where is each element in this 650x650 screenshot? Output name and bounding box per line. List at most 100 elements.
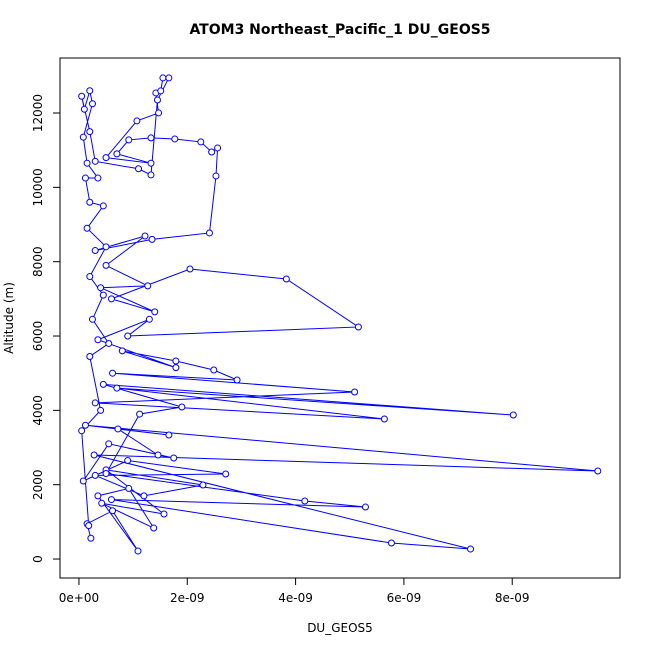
data-point: [170, 454, 178, 462]
data-point: [114, 425, 122, 433]
data-point: [172, 357, 180, 365]
data-point: [165, 431, 173, 439]
data-point: [109, 507, 117, 515]
data-point: [124, 457, 132, 465]
data-point: [102, 261, 110, 269]
data-point: [153, 96, 161, 104]
data-point: [124, 332, 132, 340]
data-point: [467, 545, 475, 553]
data-point: [94, 336, 102, 344]
data-point: [160, 510, 168, 518]
data-point: [81, 174, 89, 182]
x-tick-label: 8e-09: [495, 591, 530, 605]
data-point: [81, 421, 89, 429]
data-point: [91, 157, 99, 165]
data-point: [107, 496, 115, 504]
chart-title: ATOM3 Northeast_Pacific_1 DU_GEOS5: [189, 22, 490, 38]
data-point: [99, 291, 107, 299]
data-point: [88, 100, 96, 108]
data-point: [102, 470, 110, 478]
data-point: [102, 243, 110, 251]
data-point: [186, 265, 194, 273]
data-point: [133, 117, 141, 125]
y-tick-label: 6000: [31, 321, 45, 352]
x-tick-label: 2e-09: [170, 591, 205, 605]
data-point: [197, 138, 205, 146]
data-point: [97, 406, 105, 414]
data-point: [91, 247, 99, 255]
data-point: [85, 522, 93, 530]
data-point: [509, 411, 517, 419]
data-point: [212, 172, 220, 180]
data-point: [210, 366, 218, 374]
data-point: [105, 339, 113, 347]
data-point: [105, 440, 113, 448]
data-point: [113, 384, 121, 392]
x-tick-label: 6e-09: [387, 591, 422, 605]
data-point: [147, 159, 155, 167]
data-point: [351, 388, 359, 396]
y-tick-label: 4000: [31, 395, 45, 426]
data-point: [147, 171, 155, 179]
data-point: [144, 282, 152, 290]
data-point: [214, 144, 222, 152]
data-point: [354, 323, 362, 331]
y-tick-label: 12000: [31, 94, 45, 132]
data-point: [165, 74, 173, 82]
data-point: [205, 229, 213, 237]
data-point: [151, 308, 159, 316]
data-point: [78, 92, 86, 100]
y-tick-label: 8000: [31, 246, 45, 277]
data-point: [208, 148, 216, 156]
data-point: [91, 399, 99, 407]
y-tick-label: 10000: [31, 168, 45, 206]
data-point: [125, 136, 133, 144]
data-line: [81, 77, 598, 552]
data-point: [178, 403, 186, 411]
data-point: [387, 539, 395, 547]
data-point: [86, 352, 94, 360]
data-point: [99, 202, 107, 210]
data-point: [157, 87, 165, 95]
data-point: [150, 524, 158, 532]
y-axis-title: Altitude (m): [2, 282, 16, 354]
data-point: [233, 376, 241, 384]
data-point: [282, 275, 290, 283]
data-point: [145, 315, 153, 323]
data-point: [172, 364, 180, 372]
data-point: [94, 174, 102, 182]
data-point: [135, 165, 143, 173]
data-point: [134, 547, 142, 555]
data-point: [109, 369, 117, 377]
data-point: [199, 481, 207, 489]
data-point: [301, 497, 309, 505]
data-point: [361, 503, 369, 511]
data-point: [118, 347, 126, 355]
x-tick-label: 0e+00: [59, 591, 99, 605]
data-point: [80, 105, 88, 113]
data-point: [88, 315, 96, 323]
data-point: [83, 224, 91, 232]
data-point: [171, 135, 179, 143]
data-point: [98, 499, 106, 507]
data-point: [79, 477, 87, 485]
y-tick-label: 0: [31, 555, 45, 563]
data-point: [154, 451, 162, 459]
data-point: [83, 159, 91, 167]
data-point: [159, 74, 167, 82]
data-point: [102, 154, 110, 162]
data-point: [86, 128, 94, 136]
data-point: [86, 198, 94, 206]
data-point: [90, 451, 98, 459]
data-point: [380, 415, 388, 423]
data-point: [125, 484, 133, 492]
data-point: [136, 410, 144, 418]
y-tick-label: 2000: [31, 469, 45, 500]
data-point: [78, 427, 86, 435]
data-point: [86, 87, 94, 95]
data-point: [155, 109, 163, 117]
data-point: [140, 492, 148, 500]
